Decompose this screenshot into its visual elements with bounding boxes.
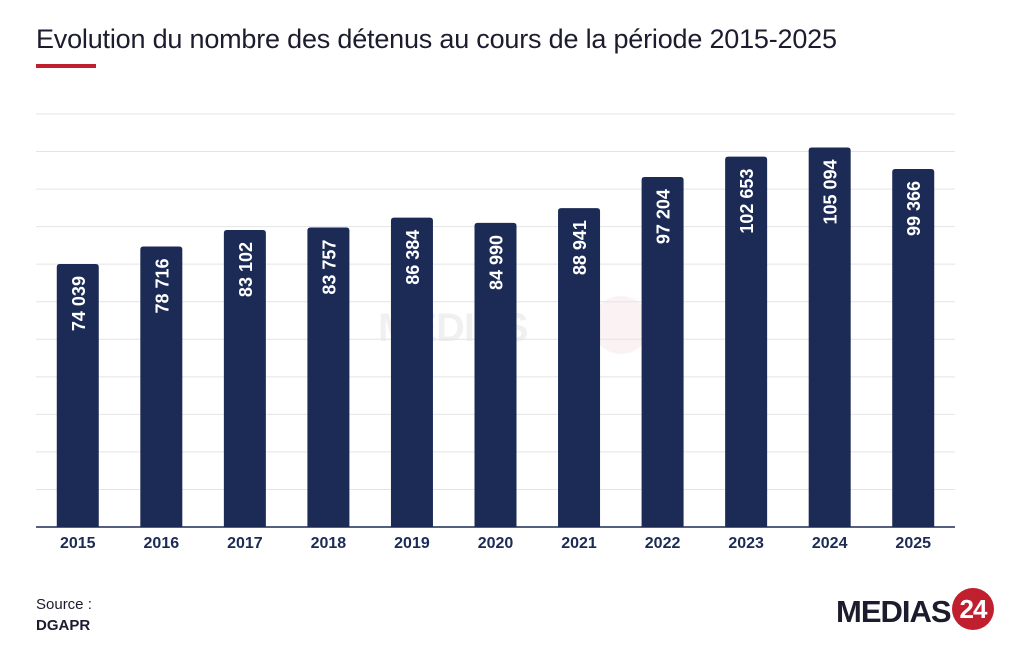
source-label: Source : — [36, 596, 92, 613]
x-tick-label-2020: 2020 — [478, 535, 514, 552]
x-tick-label-2022: 2022 — [645, 535, 681, 552]
bar-2022 — [641, 177, 684, 527]
logo-badge: 24 — [952, 588, 994, 630]
data-label-2022: 97 204 — [654, 189, 674, 244]
x-tick-label-2019: 2019 — [394, 535, 430, 552]
x-tick-label-2015: 2015 — [60, 535, 96, 552]
bars: 74 039 78 716 83 102 83 757 86 384 84 990 88 9… — [56, 147, 935, 528]
data-label-2019: 86 384 — [403, 230, 423, 285]
x-tick-label-2023: 2023 — [728, 535, 764, 552]
x-tick-label-2017: 2017 — [227, 535, 263, 552]
watermark-logo-badge — [592, 296, 650, 354]
x-tick-label-2025: 2025 — [895, 535, 931, 552]
chart-title: Evolution du nombre des détenus au cours… — [36, 24, 837, 54]
source-value: DGAPR — [36, 617, 91, 634]
bar-2024 — [808, 147, 851, 527]
data-label-2018: 83 757 — [319, 240, 339, 295]
bar-2019 — [390, 217, 433, 527]
data-label-2020: 84 990 — [487, 235, 507, 290]
x-tick-label-2024: 2024 — [812, 535, 848, 552]
bar-2018 — [307, 227, 350, 528]
title-underline — [36, 64, 96, 68]
x-tick-label-2016: 2016 — [144, 535, 180, 552]
data-label-2025: 99 366 — [904, 181, 924, 236]
x-tick-labels: 2015 2016 2017 2018 2019 2020 2021 2022 2023 2024… — [60, 535, 931, 552]
bar-2017 — [223, 230, 266, 528]
bar-2023 — [725, 156, 768, 527]
data-label-2023: 102 653 — [737, 169, 757, 234]
bar-2021 — [558, 208, 601, 528]
data-label-2021: 88 941 — [570, 220, 590, 275]
bar-2015 — [56, 264, 99, 527]
data-label-2015: 74 039 — [69, 276, 89, 331]
data-label-2016: 78 716 — [152, 258, 172, 313]
x-tick-label-2021: 2021 — [561, 535, 597, 552]
data-label-2024: 105 094 — [821, 159, 841, 224]
data-label-2017: 83 102 — [236, 242, 256, 297]
bar-2016 — [140, 246, 183, 527]
x-tick-label-2018: 2018 — [311, 535, 347, 552]
logo-text: MEDIAS — [836, 594, 952, 629]
bar-2025 — [892, 168, 935, 527]
bar-2020 — [474, 222, 517, 527]
